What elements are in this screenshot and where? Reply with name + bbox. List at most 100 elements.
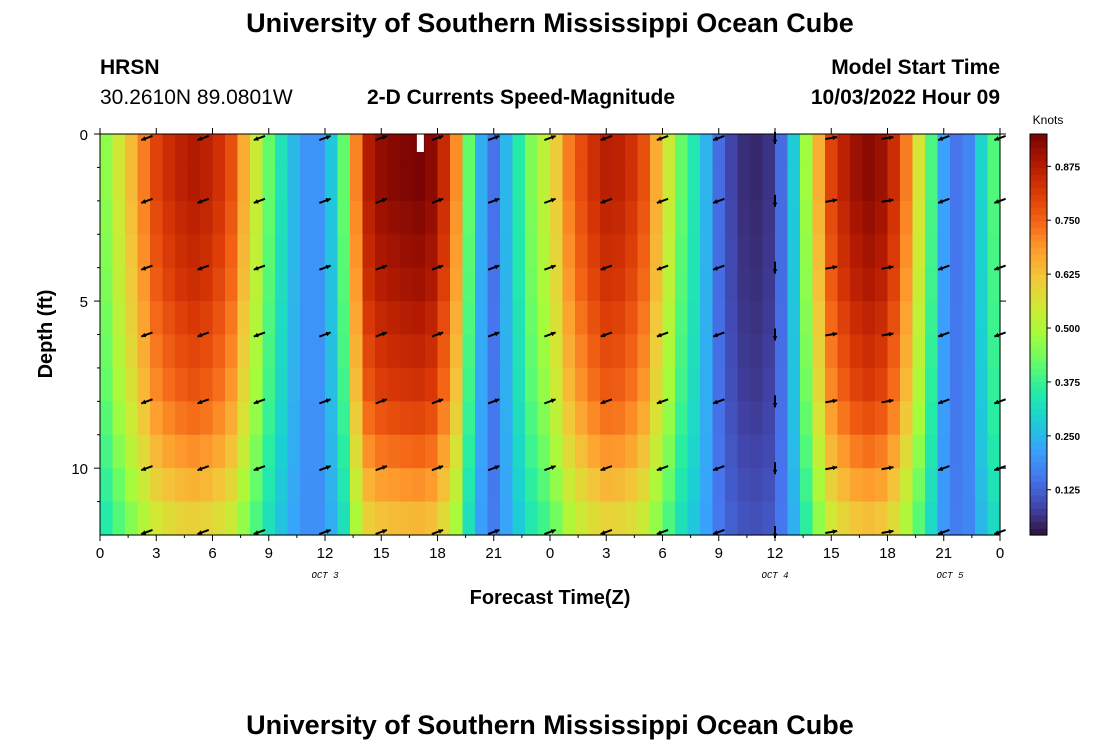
x-tick-label: 9 [715, 545, 723, 562]
heatmap-cell [462, 301, 476, 336]
heatmap-cell [450, 434, 464, 469]
heatmap-cell [850, 134, 864, 169]
heatmap-cell [987, 501, 1001, 536]
heatmap-cell [587, 301, 601, 336]
heatmap-cell [112, 334, 126, 369]
colorbar-segment [1030, 428, 1047, 436]
heatmap-cell [912, 434, 926, 469]
heatmap-cell [112, 134, 126, 169]
heatmap-cell [287, 501, 301, 536]
heatmap-cell [612, 134, 626, 169]
heatmap-cell [712, 301, 726, 336]
heatmap-cell [600, 401, 614, 436]
heatmap-cell [800, 468, 814, 503]
heatmap-cell [437, 267, 451, 302]
heatmap-cell [275, 334, 289, 369]
heatmap-cell [100, 401, 114, 436]
colorbar-segment [1030, 481, 1047, 489]
colorbar-segment [1030, 247, 1047, 255]
current-arrow [253, 331, 266, 338]
heatmap-cell [437, 167, 451, 202]
heatmap-cell [662, 301, 676, 336]
heatmap-cell [825, 301, 839, 336]
heatmap-cell [100, 468, 114, 503]
heatmap-cell [637, 301, 651, 336]
heatmap-cell [900, 367, 914, 402]
heatmap-cell [900, 134, 914, 169]
current-arrow [253, 398, 266, 405]
heatmap-cell [925, 134, 939, 169]
heatmap-cell [125, 301, 139, 336]
current-arrow [140, 264, 153, 271]
colorbar-segment [1030, 341, 1047, 349]
heatmap-cell [337, 367, 351, 402]
current-arrow [656, 465, 669, 472]
heatmap-cell [300, 501, 314, 536]
heatmap-cell [762, 167, 776, 202]
heatmap-cell [800, 167, 814, 202]
heatmap-cell [350, 234, 364, 269]
heatmap-cell [975, 501, 989, 536]
colorbar-segment [1030, 200, 1047, 209]
heatmap-cell [500, 501, 514, 536]
heatmap-cell [900, 401, 914, 436]
heatmap-cell [250, 434, 264, 469]
heatmap-cell [887, 234, 901, 269]
heatmap-cell [262, 200, 276, 235]
heatmap-cell [737, 434, 751, 469]
heatmap-cell [750, 367, 764, 402]
heatmap-cell [687, 234, 701, 269]
heatmap-cell [462, 501, 476, 536]
colorbar-segment [1030, 307, 1047, 316]
current-arrow [712, 398, 725, 405]
heatmap-cell [687, 401, 701, 436]
heatmap-cell [325, 401, 339, 436]
heatmap-cell [212, 434, 226, 469]
heatmap-cell [362, 367, 376, 402]
heatmap-cell [400, 267, 414, 302]
heatmap-cell [862, 167, 876, 202]
heatmap-cell [162, 501, 176, 536]
heatmap-cell [475, 134, 489, 169]
heatmap-cell [150, 468, 164, 503]
heatmap-cell [937, 234, 951, 269]
colorbar-tick-label: 0.875 [1055, 162, 1080, 173]
heatmap-cell [337, 267, 351, 302]
heatmap-cell [900, 167, 914, 202]
current-arrow [712, 197, 725, 204]
heatmap-cell [712, 434, 726, 469]
heatmap-cell [500, 134, 514, 169]
heatmap-cell [987, 367, 1001, 402]
colorbar-segment [1030, 347, 1047, 356]
heatmap-cell [937, 267, 951, 302]
current-arrow [319, 465, 331, 472]
heatmap-cell [212, 334, 226, 369]
heatmap-cell [675, 200, 689, 235]
heatmap-cell [675, 301, 689, 336]
heatmap-cell [212, 267, 226, 302]
heatmap-cell [800, 501, 814, 536]
heatmap-cell [137, 334, 151, 369]
heatmap-cell [450, 134, 464, 169]
heatmap-cell [787, 301, 801, 336]
heatmap-cell [700, 200, 714, 235]
colorbar-segment [1030, 267, 1047, 275]
heatmap-cell [675, 234, 689, 269]
heatmap-cell [300, 434, 314, 469]
colorbar-segment [1030, 167, 1047, 175]
heatmap-cell [487, 200, 501, 235]
current-arrow [197, 465, 210, 472]
heatmap-cell [975, 167, 989, 202]
heatmap-cell [850, 267, 864, 302]
heatmap-cell [475, 434, 489, 469]
heatmap-cell [575, 367, 589, 402]
current-arrow [319, 264, 331, 271]
heatmap-cell [650, 267, 664, 302]
heatmap-cell [725, 468, 739, 503]
heatmap-cell [412, 200, 426, 235]
heatmap-cell [587, 334, 601, 369]
heatmap-cell [862, 401, 876, 436]
heatmap-cell [237, 401, 251, 436]
heatmap-cell [637, 367, 651, 402]
heatmap-cell [212, 301, 226, 336]
